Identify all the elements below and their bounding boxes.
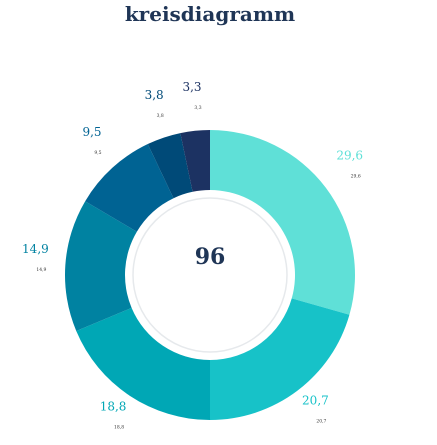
slice-label-4: 14,9 (22, 242, 49, 256)
slice-label-7: 3,3 (182, 80, 201, 94)
slice-sublabel-2: 20,7 (316, 419, 326, 425)
donut-slice-2 (210, 298, 350, 420)
donut-slice-7 (180, 130, 210, 192)
chart-title: kreisdiagramm (124, 2, 296, 26)
slice-sublabel-1: 29,6 (351, 174, 361, 180)
slice-label-6: 3,8 (145, 88, 164, 102)
slice-sublabel-4: 14,9 (36, 267, 46, 273)
donut-slice-6 (147, 133, 193, 199)
slice-label-1: 29,6 (336, 149, 363, 163)
slice-label-3: 18,8 (100, 400, 127, 414)
slice-sublabel-5: 9,5 (94, 150, 101, 156)
donut-inner-ring (132, 197, 288, 353)
donut-slice-5 (85, 144, 174, 232)
donut-slice-4 (65, 201, 137, 332)
donut-slice-3 (76, 307, 210, 420)
slice-sublabel-6: 3,8 (157, 113, 164, 119)
slice-sublabel-7: 3,3 (194, 105, 201, 111)
slice-label-2: 20,7 (302, 394, 329, 408)
donut-slice-1 (210, 130, 355, 315)
slice-label-5: 9,5 (82, 125, 101, 139)
center-value: 96 (195, 244, 226, 270)
slice-sublabel-3: 18,8 (114, 425, 124, 431)
